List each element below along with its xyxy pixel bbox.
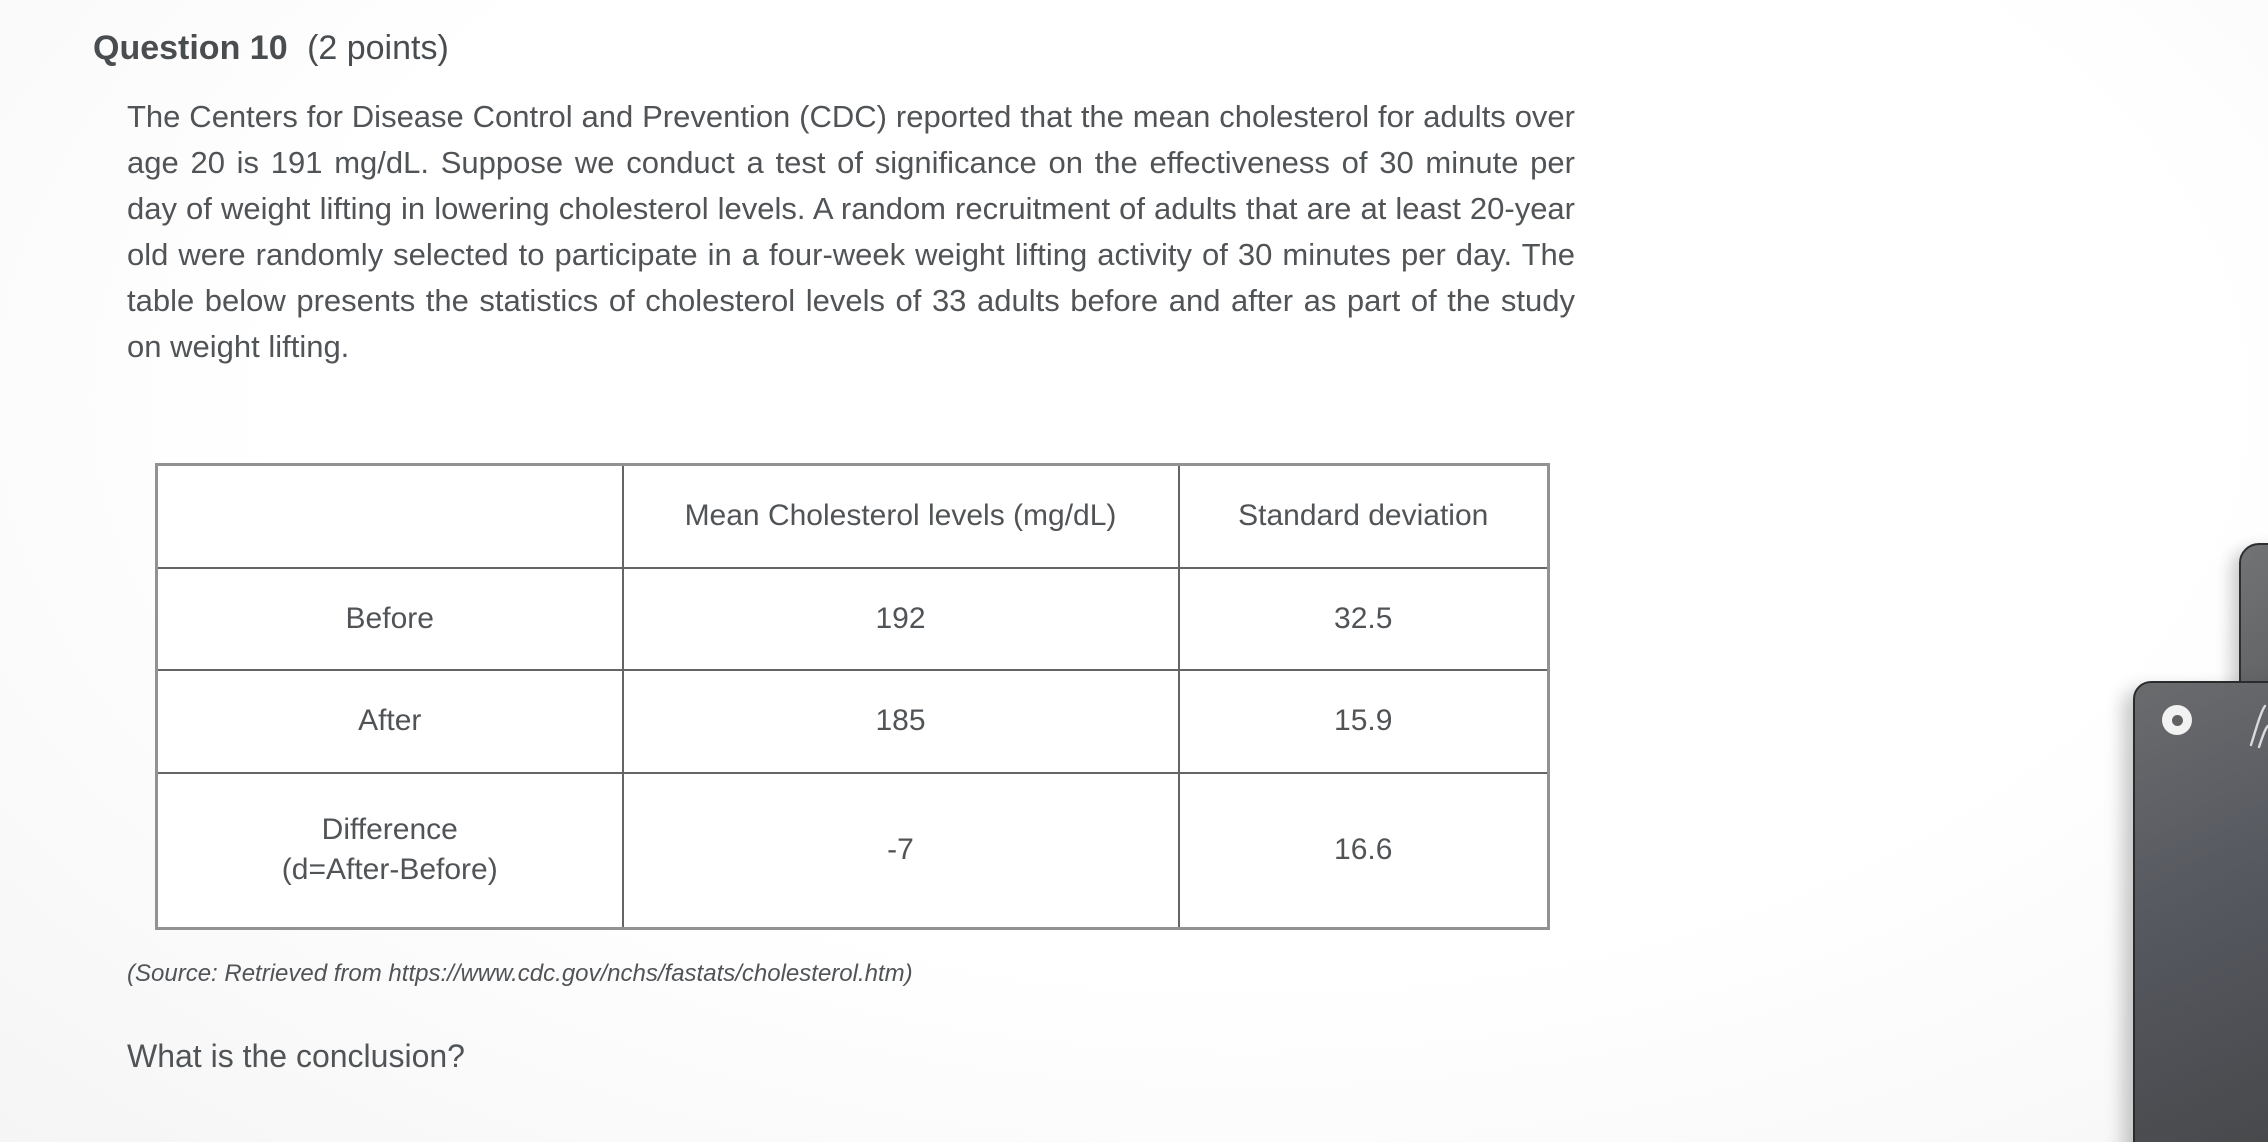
row-sublabel: (d=After-Before) — [281, 853, 498, 887]
question-header: Question 10 (2 points) — [93, 27, 449, 69]
sd-cell: 32.5 — [1177, 566, 1550, 671]
mean-cell: 185 — [621, 668, 1180, 774]
row-label: Difference — [321, 813, 458, 847]
circle-tool-icon-hole — [2171, 714, 2183, 726]
mean-cell: -7 — [621, 771, 1180, 930]
annotation-panel — [2133, 681, 2268, 1142]
question-title: Question 10 — [93, 29, 288, 67]
row-label: After — [358, 704, 422, 737]
question-body-text: The Centers for Disease Control and Prev… — [127, 99, 1575, 364]
table-header-sd-cell: Standard deviation — [1177, 463, 1550, 569]
table-header-mean-cell: Mean Cholesterol levels (mg/dL) — [621, 463, 1180, 569]
sd-cell: 15.9 — [1177, 668, 1550, 774]
question-points: (2 points) — [307, 29, 449, 67]
question-prompt: What is the conclusion? — [127, 1038, 465, 1074]
pen-scribble-icon[interactable] — [2248, 699, 2268, 751]
row-label: Before — [345, 601, 434, 635]
table-row-after: After 185 15.9 — [155, 668, 1550, 774]
annotation-panel-top — [2239, 543, 2268, 697]
sd-cell: 16.6 — [1177, 771, 1550, 930]
table-header-empty-cell — [155, 463, 624, 569]
table-row-before: Before 192 32.5 — [155, 566, 1550, 671]
row-label-cell: Before — [155, 566, 624, 671]
circle-tool-icon[interactable] — [2162, 705, 2192, 735]
stats-table: Mean Cholesterol levels (mg/dL) Standard… — [155, 463, 1550, 930]
source-citation: (Source: Retrieved from https://www.cdc.… — [127, 960, 913, 987]
row-label-cell: Difference (d=After-Before) — [155, 771, 624, 930]
table-header-row: Mean Cholesterol levels (mg/dL) Standard… — [155, 463, 1550, 569]
table-row-difference: Difference (d=After-Before) -7 16.6 — [155, 771, 1550, 930]
mean-cell: 192 — [621, 566, 1180, 671]
row-label-cell: After — [155, 668, 624, 774]
